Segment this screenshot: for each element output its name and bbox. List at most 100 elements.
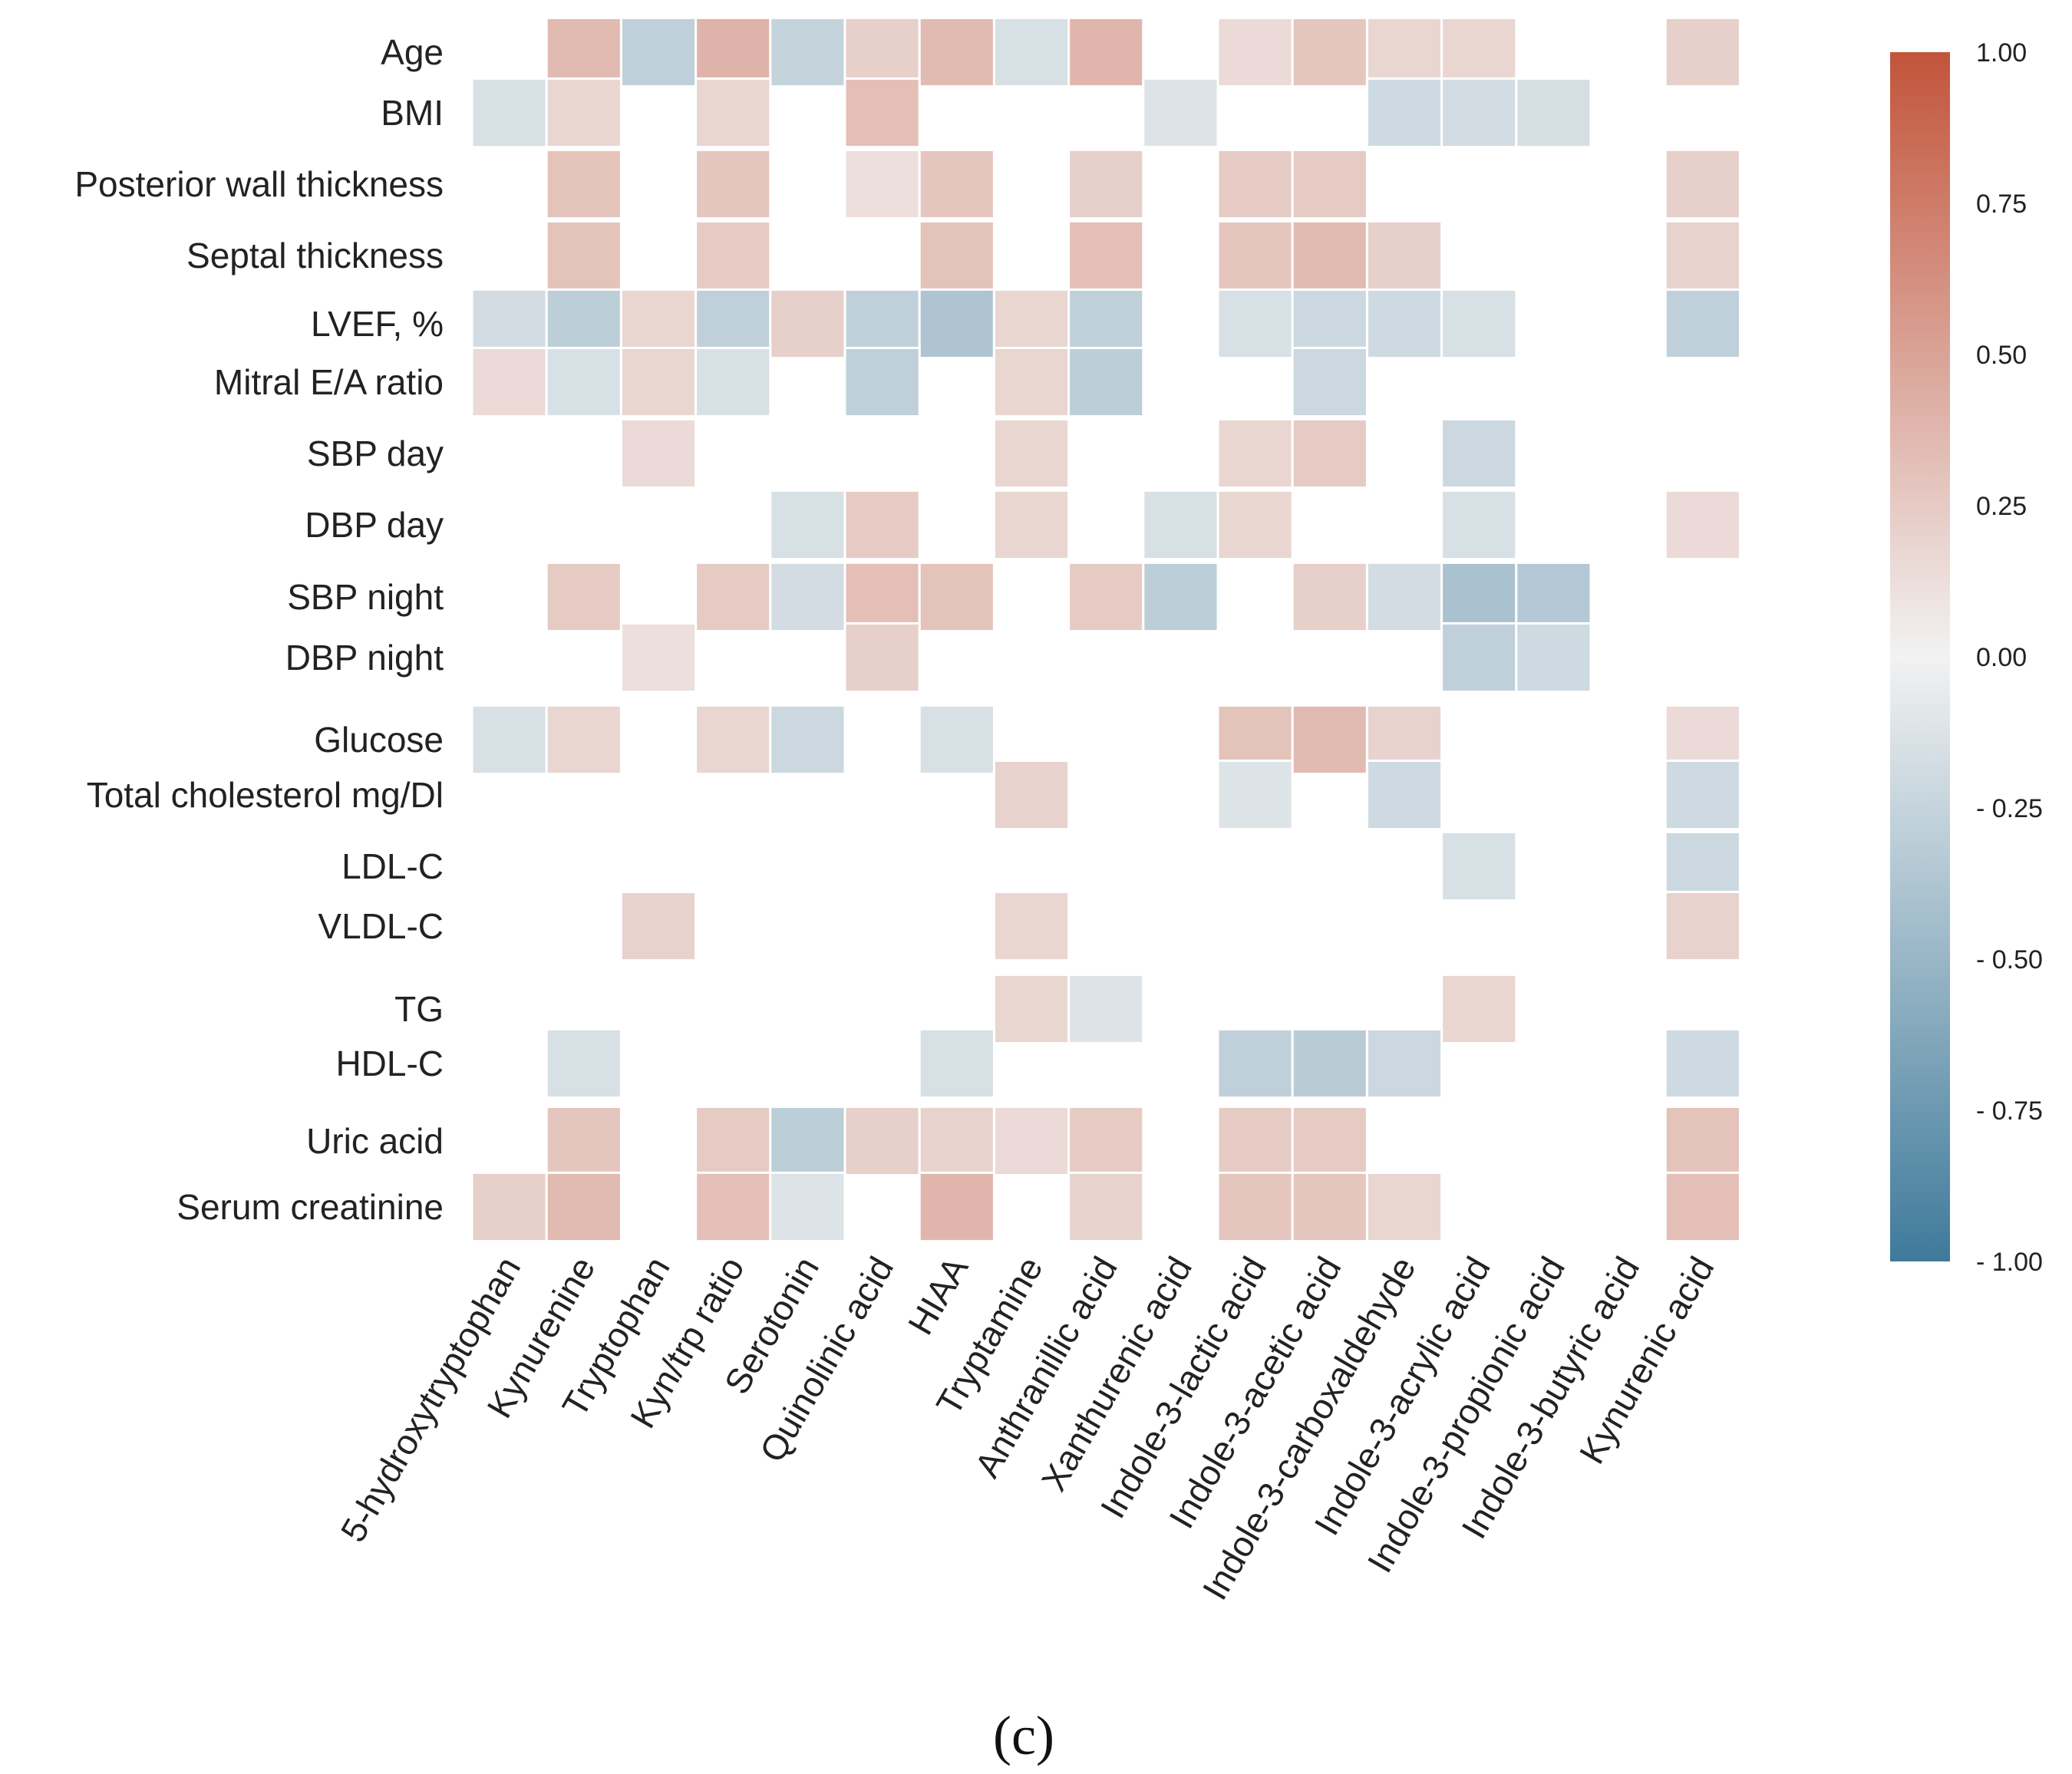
row-labels: Age BMI Posterior wall thickness Septal thi… xyxy=(74,32,444,1227)
heatmap-cell xyxy=(1664,1105,1741,1177)
heatmap-cell xyxy=(695,77,772,149)
heatmap-cell xyxy=(1365,77,1443,149)
heatmap-cell xyxy=(992,16,1071,88)
heatmap-cell xyxy=(1440,489,1518,561)
heatmap-cell xyxy=(1291,288,1368,360)
column-labels: 5-hydroxytryptophanKynurenineTryptophanK… xyxy=(333,1250,1722,1607)
heatmap-cell xyxy=(1067,16,1145,88)
heatmap-cell xyxy=(470,77,548,149)
heatmap-cells xyxy=(470,16,1741,1243)
heatmap-cell xyxy=(1440,77,1518,149)
row-label: SBP night xyxy=(287,577,444,617)
heatmap-cell xyxy=(992,417,1071,490)
heatmap-cell xyxy=(695,561,772,633)
heatmap-cell xyxy=(1664,1027,1741,1100)
heatmap-cell xyxy=(918,704,995,776)
heatmap-cell xyxy=(1365,759,1443,831)
heatmap-cell xyxy=(695,1171,772,1243)
heatmap-cell xyxy=(1440,16,1518,88)
heatmap-cell xyxy=(1067,346,1145,418)
heatmap-cell xyxy=(1216,16,1294,88)
heatmap-cell xyxy=(619,417,698,490)
heatmap-cell xyxy=(843,346,921,418)
heatmap-cell xyxy=(1664,890,1741,962)
heatmap-cell xyxy=(1216,1105,1294,1177)
heatmap-cell xyxy=(1291,561,1368,633)
row-label: Mitral E/A ratio xyxy=(214,362,444,402)
heatmap-cell xyxy=(545,77,622,149)
heatmap-cell xyxy=(769,1171,846,1243)
heatmap-cell xyxy=(1365,219,1443,292)
heatmap-cell xyxy=(470,1171,548,1243)
heatmap-cell xyxy=(545,288,622,360)
heatmap-cell xyxy=(1664,16,1741,88)
heatmap-cell xyxy=(918,1027,995,1100)
heatmap-cell xyxy=(695,346,772,418)
colorbar-tick-label: 0.75 xyxy=(1976,190,2027,219)
heatmap-cell xyxy=(1664,219,1741,292)
colorbar-ticks: 1.00 0.75 0.50 0.25 0.00 - 0.25 - 0.50 - 0.75 - … xyxy=(1976,38,2043,1277)
heatmap-cell xyxy=(545,219,622,292)
heatmap-cell xyxy=(769,288,846,360)
row-label: SBP day xyxy=(307,434,444,473)
colorbar-tick-label: 1.00 xyxy=(1976,38,2027,68)
heatmap-cell xyxy=(1365,288,1443,360)
heatmap-cell xyxy=(992,489,1071,561)
colorbar-tick-label: - 0.75 xyxy=(1976,1096,2043,1126)
heatmap-cell xyxy=(769,489,846,561)
heatmap-cell xyxy=(619,346,698,418)
row-label: BMI xyxy=(381,93,444,133)
heatmap-cell xyxy=(1216,1171,1294,1243)
heatmap-cell xyxy=(1365,1027,1443,1100)
heatmap-cell xyxy=(1515,561,1592,633)
heatmap-cell xyxy=(769,704,846,776)
heatmap-cell xyxy=(992,890,1071,962)
heatmap-cell xyxy=(545,704,622,776)
heatmap-cell xyxy=(1291,346,1368,418)
heatmap-cell xyxy=(1067,219,1145,292)
heatmap-cell xyxy=(1664,148,1741,220)
heatmap-cell xyxy=(1216,489,1294,561)
heatmap-cell xyxy=(1216,219,1294,292)
heatmap-cell xyxy=(695,1105,772,1177)
colorbar-tick-label: - 0.50 xyxy=(1976,945,2043,974)
heatmap-cell xyxy=(1365,561,1443,633)
heatmap-cell xyxy=(1142,561,1219,633)
row-label: LVEF, % xyxy=(311,304,444,344)
heatmap-cell xyxy=(1067,973,1145,1045)
heatmap-cell xyxy=(843,489,921,561)
heatmap-cell xyxy=(1291,1171,1368,1243)
row-label: DBP night xyxy=(285,638,444,678)
heatmap-cell xyxy=(1216,759,1294,831)
heatmap-cell xyxy=(992,1105,1071,1177)
heatmap-cell xyxy=(1067,1105,1145,1177)
heatmap-cell xyxy=(918,148,995,220)
column-label: HIAA xyxy=(900,1250,976,1341)
heatmap-cell xyxy=(545,561,622,633)
heatmap-cell xyxy=(1291,1105,1368,1177)
heatmap-cell xyxy=(1664,489,1741,561)
heatmap-cell xyxy=(843,148,921,220)
colorbar-tick-label: - 1.00 xyxy=(1976,1248,2043,1277)
heatmap-cell xyxy=(918,1105,995,1177)
heatmap-cell xyxy=(545,1171,622,1243)
heatmap-cell xyxy=(992,759,1071,831)
colorbar: 1.00 0.75 0.50 0.25 0.00 - 0.25 - 0.50 - 0.75 - … xyxy=(1890,38,2043,1277)
heatmap-cell xyxy=(918,16,995,88)
row-label: LDL-C xyxy=(341,846,444,886)
heatmap-cell xyxy=(1216,1027,1294,1100)
heatmap-cell xyxy=(918,561,995,633)
row-label: TG xyxy=(394,989,444,1029)
heatmap-cell xyxy=(1515,622,1592,694)
row-label: Septal thickness xyxy=(186,236,444,275)
heatmap-cell xyxy=(1291,148,1368,220)
heatmap-cell xyxy=(695,16,772,88)
heatmap-cell xyxy=(470,704,548,776)
heatmap-cell xyxy=(470,346,548,418)
heatmap-cell xyxy=(695,704,772,776)
figure-caption: (c) xyxy=(993,1705,1054,1766)
heatmap-cell xyxy=(1664,759,1741,831)
colorbar-gradient xyxy=(1890,52,1950,1261)
colorbar-tick-label: 0.25 xyxy=(1976,492,2027,521)
